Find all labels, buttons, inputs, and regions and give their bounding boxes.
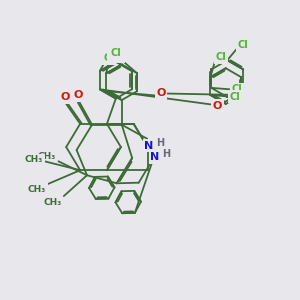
Text: O: O (213, 101, 222, 111)
Text: Cl: Cl (103, 53, 114, 64)
Text: Cl: Cl (238, 40, 248, 50)
Text: CH₃: CH₃ (25, 155, 43, 164)
Text: O: O (213, 101, 222, 111)
Text: CH₃: CH₃ (43, 198, 62, 207)
Text: Cl: Cl (109, 50, 119, 60)
Text: Cl: Cl (112, 52, 123, 62)
Text: N: N (150, 152, 160, 162)
Text: O: O (73, 90, 83, 100)
Text: Cl: Cl (216, 52, 227, 62)
Text: N: N (145, 140, 154, 151)
Text: Cl: Cl (230, 92, 241, 101)
Text: CH₃: CH₃ (38, 152, 56, 161)
Text: H: H (156, 139, 164, 148)
Text: CH₃: CH₃ (28, 185, 46, 194)
Text: O: O (60, 92, 69, 102)
Text: O: O (156, 88, 166, 98)
Text: H: H (162, 149, 170, 160)
Text: O: O (156, 88, 166, 98)
Text: Cl: Cl (232, 84, 243, 94)
Text: Cl: Cl (110, 48, 121, 58)
